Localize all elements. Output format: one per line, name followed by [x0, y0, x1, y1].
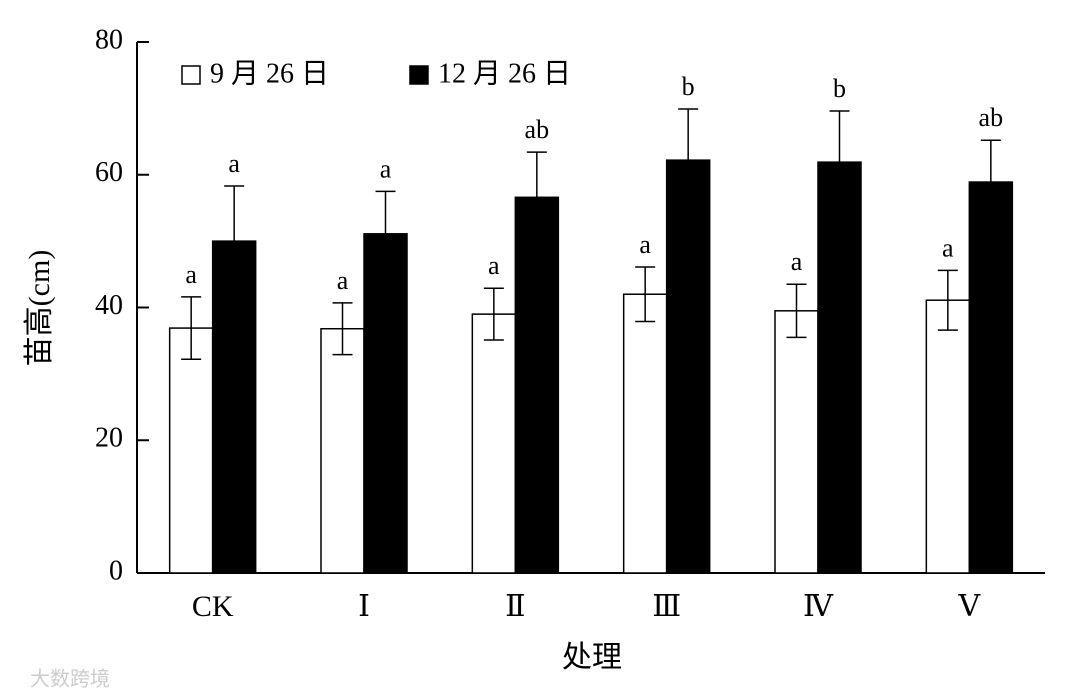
- significance-letter: a: [639, 230, 651, 259]
- bar: [320, 327, 365, 574]
- significance-letter: a: [488, 251, 500, 280]
- significance-letter: b: [682, 72, 695, 101]
- y-axis-label: 苗高(cm): [23, 250, 56, 367]
- x-tick-label: Ⅴ: [957, 590, 981, 623]
- significance-letter: a: [380, 154, 392, 183]
- significance-letter: ab: [525, 115, 550, 144]
- bar: [968, 181, 1014, 574]
- y-tick-label: 60: [95, 157, 123, 188]
- bar: [665, 159, 711, 574]
- error-bar: [375, 190, 396, 278]
- error-bar: [937, 269, 958, 331]
- x-tick-label: Ⅳ: [803, 590, 834, 623]
- error-bar: [829, 110, 850, 214]
- legend-swatch: [409, 65, 429, 85]
- significance-letter: a: [185, 260, 197, 289]
- significance-letter: b: [833, 74, 846, 103]
- y-tick-label: 40: [95, 290, 123, 321]
- bar: [363, 233, 408, 574]
- bar: [168, 327, 214, 574]
- error-bar: [980, 139, 1001, 225]
- watermark: 大数跨境: [30, 667, 110, 691]
- bar: [622, 293, 668, 574]
- error-bar: [786, 283, 807, 339]
- bar: [817, 161, 862, 574]
- significance-letter: a: [791, 247, 803, 276]
- legend-swatch: [181, 65, 201, 85]
- y-tick-label: 20: [95, 423, 123, 454]
- error-bar: [635, 266, 656, 323]
- x-tick-label: Ⅱ: [505, 590, 525, 623]
- significance-letter: ab: [979, 103, 1004, 132]
- error-bar: [224, 185, 245, 297]
- y-tick-label: 80: [95, 24, 123, 55]
- significance-letter: a: [337, 266, 349, 295]
- significance-letter: a: [942, 233, 954, 262]
- x-tick-label: Ⅲ: [652, 590, 681, 623]
- bar: [514, 196, 560, 574]
- x-axis-label: 处理: [562, 641, 622, 674]
- x-tick-label: CK: [192, 590, 234, 623]
- bar: [925, 299, 971, 574]
- legend-label: 12 月 26 日: [438, 58, 571, 89]
- error-bar: [332, 302, 353, 356]
- x-tick-label: Ⅰ: [358, 590, 370, 623]
- error-bar: [181, 296, 202, 361]
- error-bar: [483, 287, 504, 341]
- bar: [774, 310, 819, 574]
- error-bar: [678, 108, 699, 213]
- significance-letter: a: [228, 149, 240, 178]
- bar: [471, 313, 517, 574]
- error-bar: [526, 151, 547, 244]
- legend-label: 9 月 26 日: [210, 58, 329, 89]
- y-tick-label: 0: [109, 555, 123, 586]
